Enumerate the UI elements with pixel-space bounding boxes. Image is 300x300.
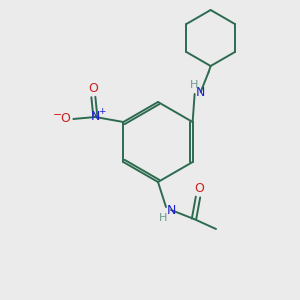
Text: O: O	[88, 82, 98, 95]
Text: O: O	[194, 182, 204, 196]
Text: +: +	[98, 106, 105, 116]
Text: N: N	[166, 203, 176, 217]
Text: N: N	[91, 110, 100, 124]
Text: H: H	[159, 213, 167, 223]
Text: N: N	[196, 85, 205, 98]
Text: H: H	[190, 80, 198, 90]
Text: −: −	[53, 110, 62, 120]
Text: O: O	[60, 112, 70, 125]
